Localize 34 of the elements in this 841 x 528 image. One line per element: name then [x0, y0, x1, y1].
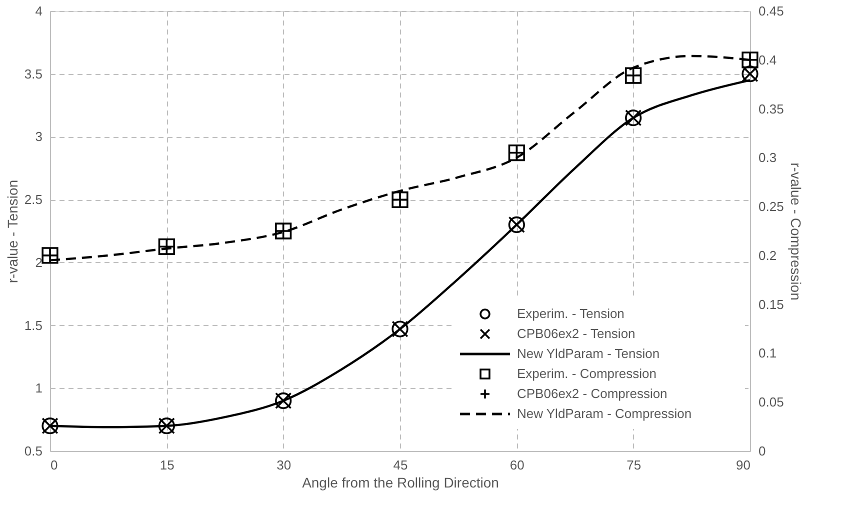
y-tick-label: 1.5 — [24, 318, 42, 333]
x-tick-label: 15 — [160, 458, 174, 472]
y-tick-label: 4 — [35, 4, 42, 18]
y-axis-title: r-value - Tension — [4, 180, 20, 284]
y-tick-label: 2.5 — [24, 192, 42, 208]
x-tick-label: 75 — [626, 458, 642, 472]
x-tick-label: 0 — [50, 458, 58, 472]
legend-label: New YldParam - Tension — [517, 346, 660, 361]
legend-label: Experim. - Compression — [517, 366, 656, 381]
y2-tick-label: 0.35 — [758, 101, 784, 116]
y2-tick-label: 0 — [758, 444, 766, 458]
x-tick-label: 45 — [393, 458, 408, 472]
y2-tick-label: 0.25 — [758, 199, 784, 214]
legend-label: CPB06ex2 - Compression — [517, 386, 668, 401]
y-tick-label: 1 — [35, 380, 42, 396]
y2-tick-label: 0.4 — [758, 52, 777, 68]
legend-label: CPB06ex2 - Tension — [517, 326, 636, 341]
y-tick-label: 0.5 — [24, 444, 42, 458]
y-tick-label: 2 — [35, 254, 42, 270]
x-tick-label: 90 — [736, 458, 750, 472]
y-tick-label: 3 — [35, 129, 42, 144]
x-tick-label: 30 — [276, 458, 292, 472]
y-tick-label: 3.5 — [24, 66, 42, 82]
x-tick-label: 60 — [510, 458, 524, 472]
y2-tick-label: 0.3 — [758, 150, 777, 166]
legend-label: Experim. - Tension — [517, 306, 624, 321]
y2-tick-label: 0.1 — [758, 346, 777, 361]
x-axis-title: Angle from the Rolling Direction — [302, 474, 499, 490]
y2-tick-label: 0.05 — [758, 394, 784, 410]
y2-tick-label: 0.15 — [758, 296, 784, 312]
y2-tick-label: 0.45 — [758, 4, 784, 18]
y2-tick-label: 0.2 — [758, 248, 777, 263]
legend-label: New YldParam - Compression — [517, 406, 692, 421]
y2-axis-title: r-value - Compression — [788, 162, 804, 300]
